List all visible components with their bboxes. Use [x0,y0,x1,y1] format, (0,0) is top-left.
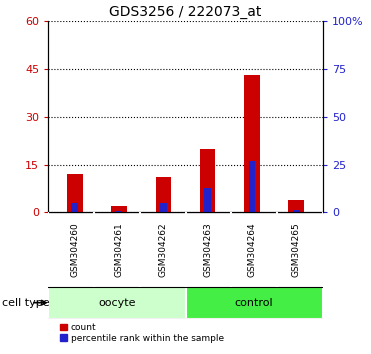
Text: control: control [235,298,273,308]
Text: cell type: cell type [2,298,49,308]
Bar [293,210,299,212]
Bar [160,203,167,212]
Text: GSM304262: GSM304262 [159,222,168,277]
Legend: count, percentile rank within the sample: count, percentile rank within the sample [60,323,224,343]
Bar [289,200,304,212]
Bar [116,211,122,212]
Text: GSM304265: GSM304265 [292,222,301,277]
Text: GSM304264: GSM304264 [247,222,256,277]
Bar [244,75,260,212]
Bar [186,287,323,319]
Text: GSM304260: GSM304260 [70,222,79,277]
Bar [204,188,211,212]
Text: GSM304261: GSM304261 [115,222,124,277]
Bar [155,177,171,212]
Text: oocyte: oocyte [98,298,136,308]
Bar [111,206,127,212]
Bar [72,203,78,212]
Bar [200,149,216,212]
Bar [249,161,255,212]
Bar [48,287,186,319]
Text: GSM304263: GSM304263 [203,222,212,277]
Title: GDS3256 / 222073_at: GDS3256 / 222073_at [109,5,262,19]
Bar [67,174,82,212]
